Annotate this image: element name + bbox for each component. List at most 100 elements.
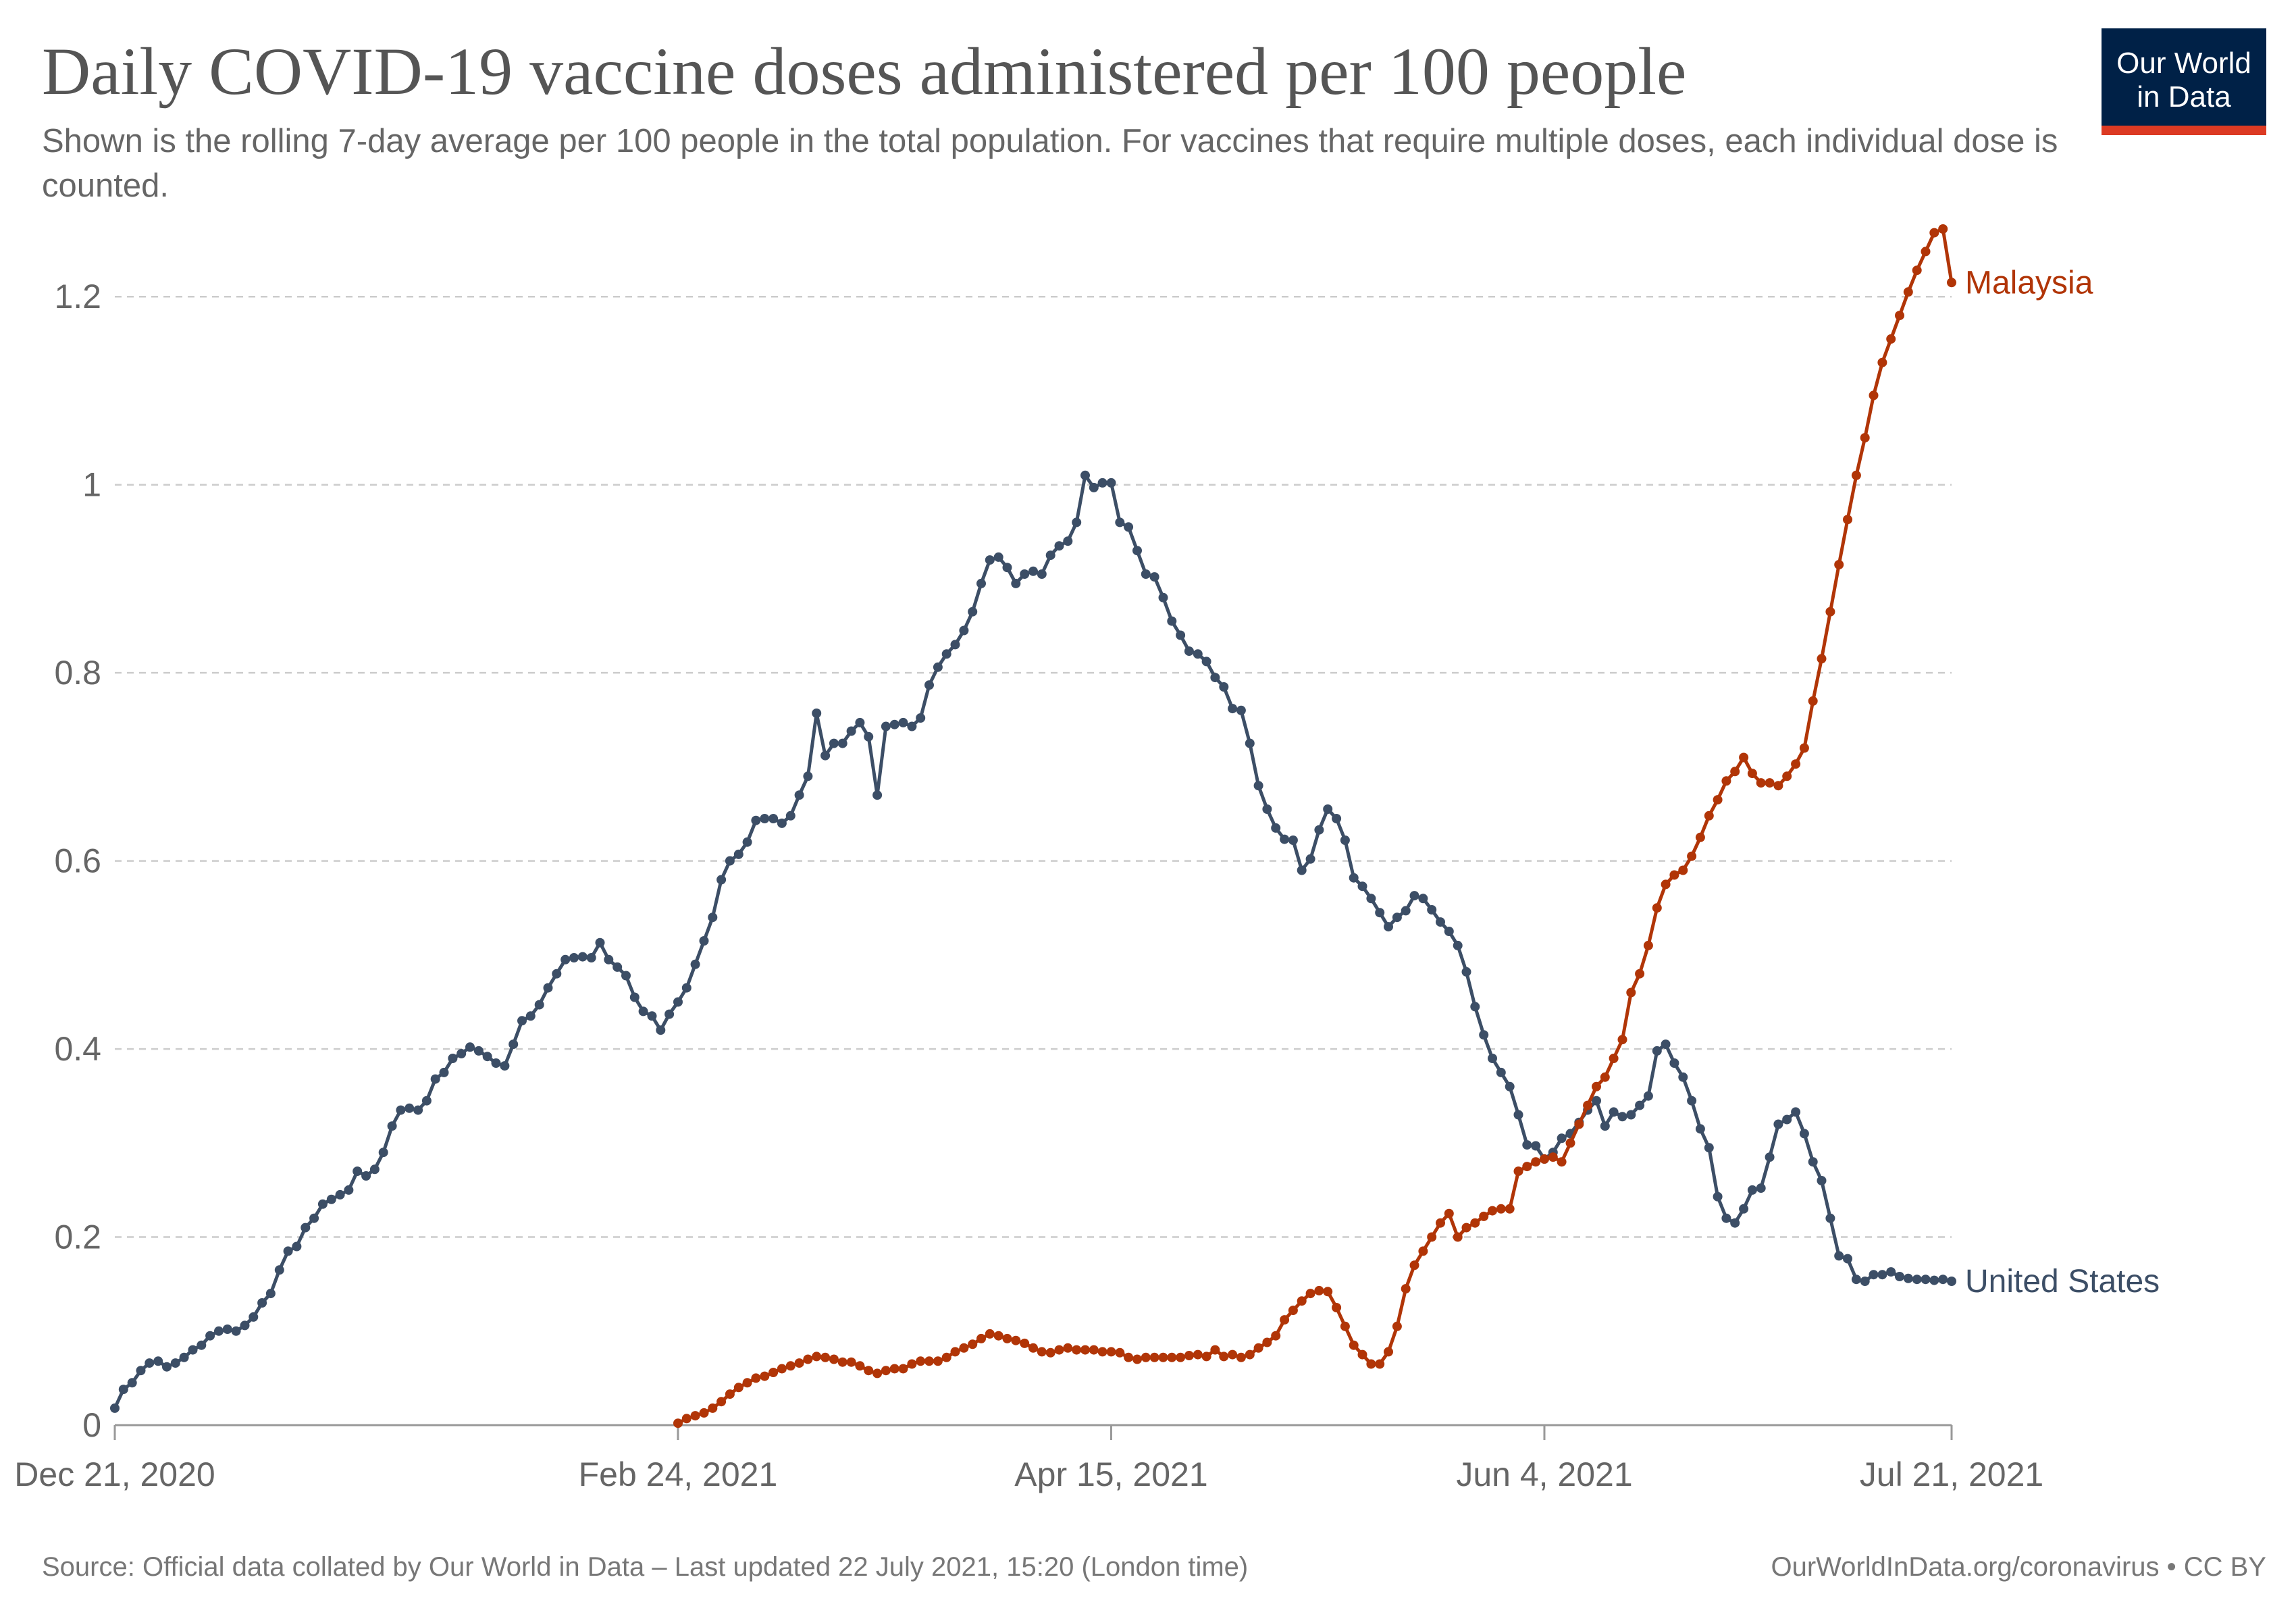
data-point-united-states[interactable]	[257, 1298, 267, 1308]
data-point-united-states[interactable]	[1357, 881, 1367, 892]
series-line-malaysia[interactable]	[677, 227, 1954, 1425]
data-point-united-states[interactable]	[1886, 1267, 1896, 1277]
data-point-united-states[interactable]	[1834, 1251, 1844, 1261]
data-point-united-states[interactable]	[1436, 917, 1445, 927]
data-point-united-states[interactable]	[1418, 894, 1428, 904]
data-point-united-states[interactable]	[214, 1326, 224, 1336]
data-point-united-states[interactable]	[465, 1042, 475, 1052]
data-point-united-states[interactable]	[283, 1246, 293, 1256]
data-point-malaysia[interactable]	[968, 1339, 978, 1349]
data-point-united-states[interactable]	[1791, 1107, 1801, 1117]
data-point-united-states[interactable]	[1747, 1185, 1757, 1195]
data-point-united-states[interactable]	[1600, 1121, 1610, 1131]
data-point-united-states[interactable]	[369, 1164, 380, 1175]
data-point-united-states[interactable]	[1366, 894, 1376, 904]
data-point-united-states[interactable]	[1340, 835, 1350, 845]
data-point-malaysia[interactable]	[1678, 865, 1688, 875]
data-point-united-states[interactable]	[612, 962, 623, 972]
data-point-united-states[interactable]	[629, 992, 640, 1002]
data-point-united-states[interactable]	[1773, 1119, 1783, 1129]
data-point-malaysia[interactable]	[1392, 1321, 1402, 1331]
data-point-united-states[interactable]	[136, 1366, 146, 1376]
data-point-malaysia[interactable]	[837, 1357, 847, 1367]
data-point-malaysia[interactable]	[907, 1359, 917, 1369]
data-point-malaysia[interactable]	[1002, 1333, 1012, 1343]
data-point-malaysia[interactable]	[768, 1368, 779, 1377]
data-point-malaysia[interactable]	[1063, 1343, 1073, 1353]
data-point-malaysia[interactable]	[1938, 224, 1948, 234]
data-point-malaysia[interactable]	[1548, 1152, 1558, 1162]
data-point-united-states[interactable]	[1201, 657, 1211, 667]
data-point-malaysia[interactable]	[1773, 781, 1783, 791]
data-point-united-states[interactable]	[1531, 1141, 1541, 1151]
data-point-united-states[interactable]	[1210, 673, 1220, 683]
data-point-malaysia[interactable]	[1427, 1232, 1437, 1242]
data-point-united-states[interactable]	[1851, 1275, 1861, 1285]
data-point-malaysia[interactable]	[1782, 771, 1792, 781]
data-point-united-states[interactable]	[309, 1213, 319, 1223]
data-point-malaysia[interactable]	[941, 1352, 951, 1362]
data-point-united-states[interactable]	[1037, 569, 1047, 579]
data-point-united-states[interactable]	[742, 837, 752, 847]
data-point-malaysia[interactable]	[1297, 1296, 1307, 1306]
data-point-united-states[interactable]	[1219, 682, 1229, 692]
data-point-united-states[interactable]	[1782, 1114, 1792, 1125]
data-point-united-states[interactable]	[1375, 908, 1385, 918]
data-point-malaysia[interactable]	[993, 1331, 1003, 1341]
data-point-united-states[interactable]	[1384, 922, 1393, 932]
data-point-malaysia[interactable]	[1661, 879, 1671, 890]
data-point-united-states[interactable]	[378, 1148, 388, 1158]
data-point-malaysia[interactable]	[1089, 1345, 1099, 1355]
data-point-malaysia[interactable]	[1643, 940, 1653, 950]
data-point-malaysia[interactable]	[1756, 778, 1766, 788]
data-point-united-states[interactable]	[1063, 536, 1073, 546]
data-point-united-states[interactable]	[1470, 1002, 1480, 1012]
data-point-united-states[interactable]	[794, 790, 804, 800]
data-point-united-states[interactable]	[1704, 1143, 1714, 1153]
data-point-malaysia[interactable]	[1479, 1211, 1489, 1221]
data-point-united-states[interactable]	[1687, 1096, 1697, 1106]
data-point-malaysia[interactable]	[1843, 515, 1852, 525]
data-point-malaysia[interactable]	[1565, 1138, 1575, 1148]
data-point-united-states[interactable]	[1297, 865, 1307, 875]
data-point-malaysia[interactable]	[1132, 1354, 1142, 1364]
data-point-malaysia[interactable]	[1349, 1340, 1359, 1350]
data-point-united-states[interactable]	[1652, 1046, 1662, 1056]
data-point-united-states[interactable]	[1903, 1273, 1913, 1283]
data-point-united-states[interactable]	[1678, 1072, 1688, 1082]
data-point-united-states[interactable]	[118, 1385, 128, 1395]
data-point-united-states[interactable]	[1895, 1272, 1904, 1281]
data-point-malaysia[interactable]	[1799, 743, 1809, 753]
data-point-united-states[interactable]	[456, 1049, 467, 1058]
data-point-malaysia[interactable]	[916, 1356, 926, 1366]
data-point-united-states[interactable]	[265, 1289, 276, 1299]
data-point-united-states[interactable]	[1236, 705, 1246, 715]
data-point-united-states[interactable]	[1245, 738, 1255, 748]
data-point-united-states[interactable]	[1401, 906, 1411, 916]
data-point-malaysia[interactable]	[1895, 311, 1904, 321]
data-point-malaysia[interactable]	[1669, 870, 1679, 880]
data-point-united-states[interactable]	[361, 1171, 371, 1181]
data-point-united-states[interactable]	[699, 936, 709, 946]
data-point-united-states[interactable]	[1054, 541, 1064, 551]
data-point-united-states[interactable]	[231, 1326, 241, 1336]
data-point-united-states[interactable]	[985, 555, 995, 565]
data-point-united-states[interactable]	[1609, 1107, 1619, 1117]
data-point-united-states[interactable]	[1141, 569, 1151, 579]
data-point-malaysia[interactable]	[1141, 1352, 1151, 1362]
data-point-united-states[interactable]	[1444, 927, 1454, 936]
data-point-united-states[interactable]	[829, 738, 839, 748]
data-point-united-states[interactable]	[1314, 825, 1324, 835]
data-point-united-states[interactable]	[595, 937, 605, 948]
data-point-malaysia[interactable]	[1149, 1352, 1159, 1362]
data-point-malaysia[interactable]	[1384, 1347, 1393, 1357]
data-point-malaysia[interactable]	[1280, 1315, 1290, 1325]
data-point-malaysia[interactable]	[1314, 1285, 1324, 1295]
data-point-malaysia[interactable]	[924, 1356, 934, 1366]
data-point-malaysia[interactable]	[1332, 1303, 1342, 1312]
data-point-malaysia[interactable]	[760, 1371, 770, 1381]
data-point-malaysia[interactable]	[1652, 903, 1662, 913]
data-point-malaysia[interactable]	[889, 1364, 899, 1374]
data-point-united-states[interactable]	[482, 1052, 492, 1062]
data-point-united-states[interactable]	[508, 1039, 519, 1050]
